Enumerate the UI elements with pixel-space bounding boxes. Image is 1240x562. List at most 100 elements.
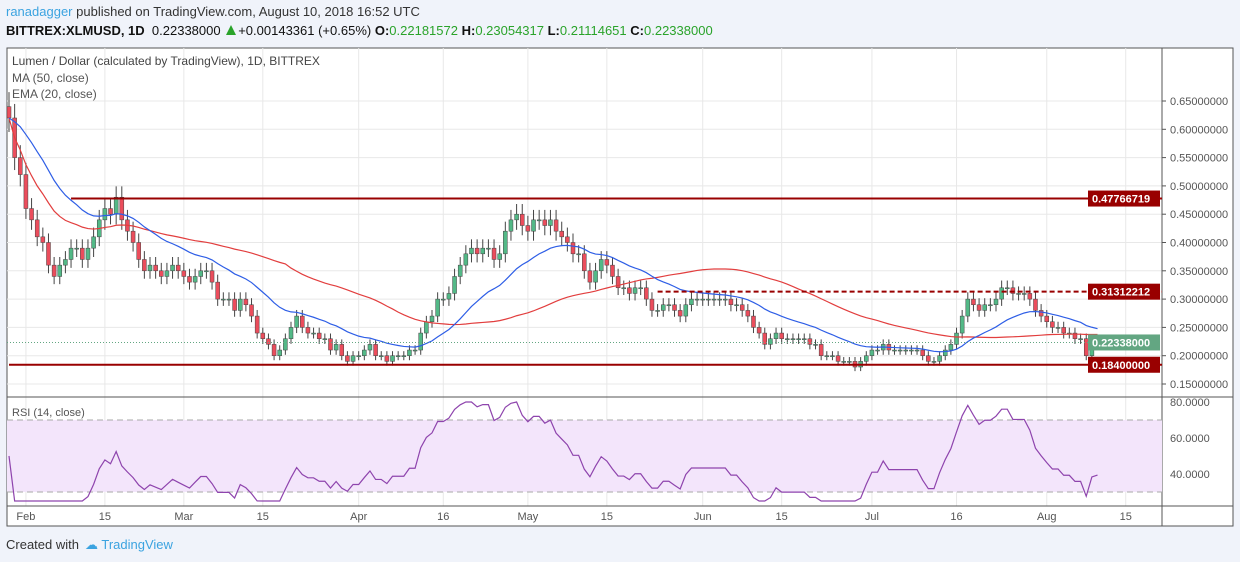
candle [655,310,660,312]
y-tick-label: 0.35000000 [1170,266,1228,278]
x-tick-label: 16 [950,511,962,523]
candle [570,242,576,255]
candle [452,276,457,294]
ma-line [8,117,1098,339]
candle [739,304,745,311]
chart-title: Lumen / Dollar (calculated by TradingVie… [12,54,320,68]
candle [875,349,880,352]
indicator-label: EMA (20, close) [12,87,97,101]
level-label: 0.18400000 [1092,360,1150,372]
y-tick-label: 0.40000000 [1170,238,1228,250]
candle [491,247,497,260]
candle [74,247,79,250]
candle [728,298,734,306]
candle [824,355,830,357]
candle [204,270,209,273]
candle [565,236,570,243]
candle [948,344,954,351]
candle [1044,315,1050,322]
y-tick-label: 0.55000000 [1170,153,1228,165]
up-arrow-icon [226,25,237,35]
candle [706,298,711,301]
y-tick-label: 0.65000000 [1170,96,1228,108]
close-value: 0.22338000 [644,23,713,38]
y-tick-label: 0.15000000 [1170,379,1228,391]
candle [689,298,694,306]
candle [283,338,288,351]
candle [711,298,717,301]
candle [993,298,999,306]
candle [362,349,367,356]
candle [350,355,356,362]
candle [46,242,51,266]
candle [1061,327,1066,334]
candle [254,315,260,334]
candle [779,332,784,339]
candle [548,219,553,226]
candle [937,355,942,362]
candle [1016,293,1021,295]
candle [311,332,316,335]
candle [288,327,294,339]
x-tick-label: 15 [1120,511,1132,523]
candle [102,208,108,221]
rsi-band [7,420,1162,492]
candle [170,264,175,272]
candle [469,247,474,255]
rsi-tick-label: 60.0000 [1170,433,1210,445]
level-label: 0.31312212 [1092,287,1150,299]
author-link[interactable]: ranadagger [6,4,73,19]
candle [790,338,796,340]
rsi-tick-label: 40.0000 [1170,469,1210,481]
candle [531,219,536,232]
candle [576,253,581,256]
candle [333,344,339,351]
candle [243,298,249,306]
candle [869,349,875,356]
candle [429,315,435,322]
candle [260,332,266,339]
candle [345,355,350,362]
candle [773,332,779,339]
candle [221,298,226,301]
candle [965,298,971,317]
candle [356,355,361,357]
candle [300,315,305,328]
candle [672,304,677,311]
candle [677,310,683,317]
candle [897,349,903,352]
candle [209,270,215,283]
candle [23,174,29,209]
candle [441,298,446,301]
candle [175,264,181,272]
candle [1072,332,1078,339]
candle [474,247,480,255]
candle [892,349,897,352]
rsi-label: RSI (14, close) [12,407,85,419]
candle [80,247,85,260]
candle [835,355,841,362]
candle [192,276,198,283]
candle [486,247,491,250]
tradingview-logo[interactable]: ☁ TradingView [84,537,173,552]
candle [18,157,23,175]
candle [914,349,920,352]
last-price-bg [1088,334,1160,351]
candle [508,219,514,232]
candle [277,349,282,356]
candle [130,230,136,243]
candle [378,355,384,357]
candle [796,338,801,340]
x-tick-label: May [517,511,538,523]
candle [113,196,119,215]
y-tick-label: 0.25000000 [1170,322,1228,334]
candle [959,315,965,334]
candle [1005,287,1010,290]
x-tick-label: Jun [694,511,712,523]
level-label: 0.47766719 [1092,194,1150,206]
publish-info: ranadagger published on TradingView.com,… [6,4,420,19]
candle [931,361,937,363]
candle [85,247,91,260]
rsi-line [8,401,1098,502]
